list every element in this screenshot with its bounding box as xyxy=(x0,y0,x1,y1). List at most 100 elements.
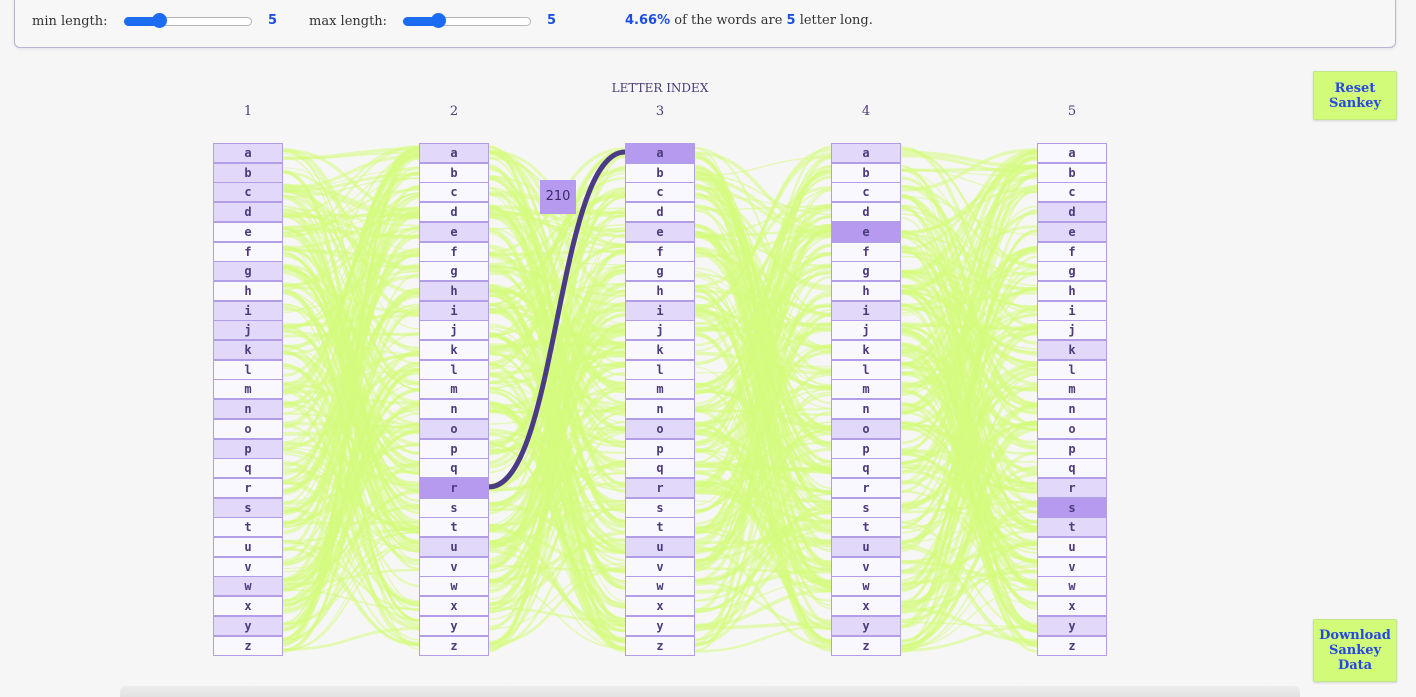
node-col5-m[interactable]: m xyxy=(1037,379,1107,400)
node-col4-j[interactable]: j xyxy=(831,320,901,341)
node-col2-w[interactable]: w xyxy=(419,576,489,597)
node-col3-t[interactable]: t xyxy=(625,517,695,538)
node-col5-q[interactable]: q xyxy=(1037,458,1107,479)
node-col3-e[interactable]: e xyxy=(625,221,695,242)
node-col5-x[interactable]: x xyxy=(1037,596,1107,617)
node-col5-w[interactable]: w xyxy=(1037,576,1107,597)
node-col3-w[interactable]: w xyxy=(625,576,695,597)
node-col3-p[interactable]: p xyxy=(625,438,695,459)
node-col1-y[interactable]: y xyxy=(213,615,283,636)
node-col4-g[interactable]: g xyxy=(831,261,901,282)
node-col1-o[interactable]: o xyxy=(213,418,283,439)
node-col5-z[interactable]: z xyxy=(1037,635,1107,656)
node-col4-x[interactable]: x xyxy=(831,596,901,617)
node-col5-d[interactable]: d xyxy=(1037,202,1107,223)
node-col1-d[interactable]: d xyxy=(213,202,283,223)
node-col4-m[interactable]: m xyxy=(831,379,901,400)
node-col5-p[interactable]: p xyxy=(1037,438,1107,459)
node-col1-r[interactable]: r xyxy=(213,477,283,498)
node-col3-h[interactable]: h xyxy=(625,280,695,301)
node-col4-y[interactable]: y xyxy=(831,615,901,636)
node-col3-c[interactable]: c xyxy=(625,182,695,203)
node-col3-z[interactable]: z xyxy=(625,635,695,656)
node-col4-l[interactable]: l xyxy=(831,359,901,380)
node-col3-b[interactable]: b xyxy=(625,162,695,183)
node-col1-k[interactable]: k xyxy=(213,340,283,360)
node-col2-j[interactable]: j xyxy=(419,320,489,341)
node-col4-u[interactable]: u xyxy=(831,537,901,557)
node-col1-q[interactable]: q xyxy=(213,458,283,479)
node-col5-h[interactable]: h xyxy=(1037,280,1107,301)
node-col1-x[interactable]: x xyxy=(213,596,283,617)
node-col1-b[interactable]: b xyxy=(213,162,283,183)
node-col5-u[interactable]: u xyxy=(1037,537,1107,557)
node-col3-f[interactable]: f xyxy=(625,241,695,262)
node-col4-s[interactable]: s xyxy=(831,497,901,518)
node-col2-r[interactable]: r xyxy=(419,477,489,498)
max-slider-thumb[interactable] xyxy=(430,13,446,28)
node-col3-j[interactable]: j xyxy=(625,320,695,341)
node-col2-k[interactable]: k xyxy=(419,340,489,360)
node-col2-f[interactable]: f xyxy=(419,241,489,262)
node-col2-u[interactable]: u xyxy=(419,537,489,557)
node-col4-f[interactable]: f xyxy=(831,241,901,262)
node-col5-v[interactable]: v xyxy=(1037,556,1107,577)
node-col5-r[interactable]: r xyxy=(1037,477,1107,498)
node-col5-k[interactable]: k xyxy=(1037,340,1107,360)
node-col3-y[interactable]: y xyxy=(625,615,695,636)
node-col5-n[interactable]: n xyxy=(1037,399,1107,420)
node-col3-o[interactable]: o xyxy=(625,418,695,439)
node-col2-t[interactable]: t xyxy=(419,517,489,538)
node-col4-r[interactable]: r xyxy=(831,477,901,498)
node-col5-l[interactable]: l xyxy=(1037,359,1107,380)
node-col2-o[interactable]: o xyxy=(419,418,489,439)
node-col4-n[interactable]: n xyxy=(831,399,901,420)
node-col4-e[interactable]: e xyxy=(831,221,901,242)
node-col4-q[interactable]: q xyxy=(831,458,901,479)
node-col1-e[interactable]: e xyxy=(213,221,283,242)
node-col5-b[interactable]: b xyxy=(1037,162,1107,183)
node-col1-j[interactable]: j xyxy=(213,320,283,341)
node-col1-t[interactable]: t xyxy=(213,517,283,538)
node-col1-u[interactable]: u xyxy=(213,537,283,557)
node-col1-a[interactable]: a xyxy=(213,143,283,163)
node-col2-h[interactable]: h xyxy=(419,280,489,301)
node-col5-t[interactable]: t xyxy=(1037,517,1107,538)
node-col1-p[interactable]: p xyxy=(213,438,283,459)
node-col3-v[interactable]: v xyxy=(625,556,695,577)
node-col2-v[interactable]: v xyxy=(419,556,489,577)
node-col1-w[interactable]: w xyxy=(213,576,283,597)
node-col2-d[interactable]: d xyxy=(419,202,489,223)
node-col2-y[interactable]: y xyxy=(419,615,489,636)
node-col1-z[interactable]: z xyxy=(213,635,283,656)
node-col2-z[interactable]: z xyxy=(419,635,489,656)
node-col5-s[interactable]: s xyxy=(1037,497,1107,518)
node-col3-l[interactable]: l xyxy=(625,359,695,380)
node-col3-r[interactable]: r xyxy=(625,477,695,498)
node-col4-a[interactable]: a xyxy=(831,143,901,163)
node-col4-d[interactable]: d xyxy=(831,202,901,223)
node-col3-q[interactable]: q xyxy=(625,458,695,479)
node-col2-b[interactable]: b xyxy=(419,162,489,183)
node-col5-e[interactable]: e xyxy=(1037,221,1107,242)
node-col4-t[interactable]: t xyxy=(831,517,901,538)
node-col1-s[interactable]: s xyxy=(213,497,283,518)
node-col3-n[interactable]: n xyxy=(625,399,695,420)
node-col1-n[interactable]: n xyxy=(213,399,283,420)
node-col4-b[interactable]: b xyxy=(831,162,901,183)
node-col4-p[interactable]: p xyxy=(831,438,901,459)
node-col1-f[interactable]: f xyxy=(213,241,283,262)
node-col1-h[interactable]: h xyxy=(213,280,283,301)
node-col2-x[interactable]: x xyxy=(419,596,489,617)
node-col3-s[interactable]: s xyxy=(625,497,695,518)
max-length-slider[interactable] xyxy=(403,13,531,28)
node-col2-l[interactable]: l xyxy=(419,359,489,380)
node-col2-i[interactable]: i xyxy=(419,300,489,321)
node-col3-m[interactable]: m xyxy=(625,379,695,400)
node-col2-m[interactable]: m xyxy=(419,379,489,400)
node-col4-z[interactable]: z xyxy=(831,635,901,656)
node-col4-i[interactable]: i xyxy=(831,300,901,321)
node-col2-a[interactable]: a xyxy=(419,143,489,163)
reset-sankey-button[interactable]: Reset Sankey xyxy=(1313,71,1397,120)
node-col5-o[interactable]: o xyxy=(1037,418,1107,439)
